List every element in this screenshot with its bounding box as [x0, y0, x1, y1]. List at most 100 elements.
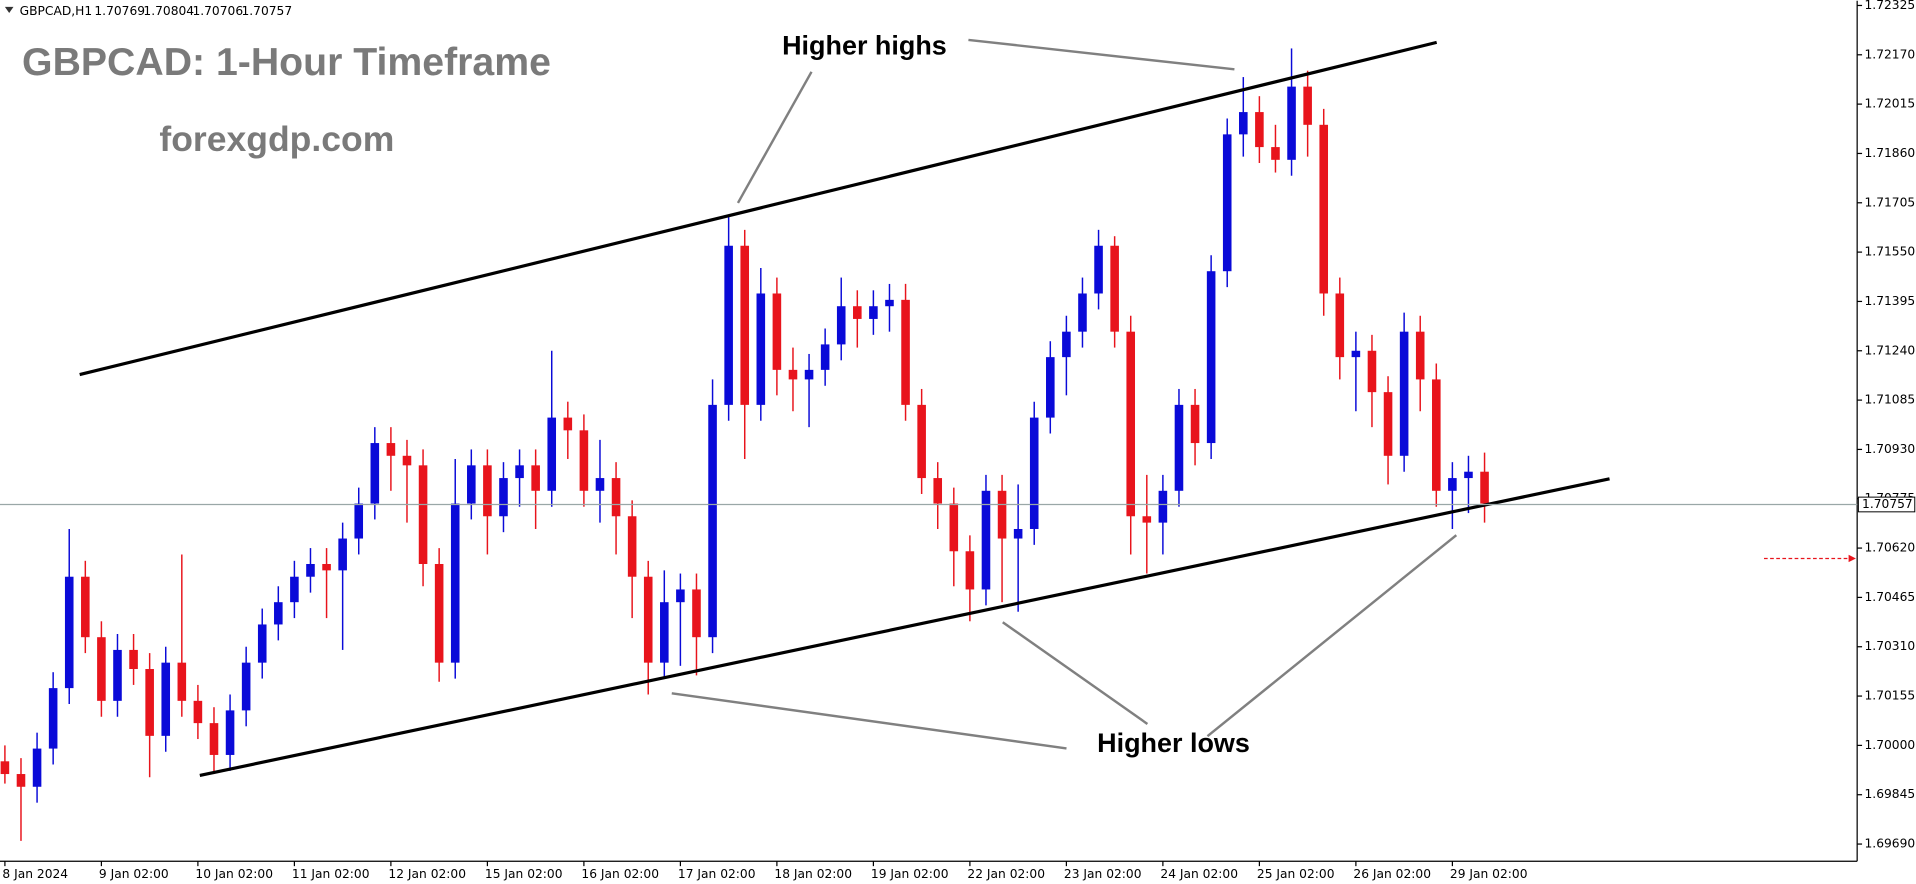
candle-body [1029, 417, 1039, 529]
header-symbol: GBPCAD,H1 [20, 4, 93, 18]
candle-body [772, 293, 782, 370]
candle-body [981, 490, 991, 590]
candle-body [161, 662, 171, 736]
current-price-box [1857, 496, 1916, 513]
y-tick-label: 1.71240 [1865, 343, 1916, 357]
candle-body [1142, 516, 1152, 523]
candle-body [32, 748, 42, 787]
candle-body [1319, 124, 1329, 294]
candle-body [1094, 245, 1103, 294]
candle-body [1351, 350, 1361, 358]
candle-body [643, 576, 653, 663]
candle-body [1303, 86, 1312, 125]
candle-body [595, 478, 605, 491]
candle-body [1432, 379, 1441, 491]
x-tick-label: 10 Jan 02:00 [195, 867, 273, 881]
candle-body [257, 624, 267, 663]
candle-body [145, 669, 154, 736]
pointer [1206, 534, 1458, 738]
marks [0, 48, 1489, 841]
y-tick-label: 1.71395 [1865, 294, 1916, 308]
x-tick-label: 19 Jan 02:00 [871, 867, 949, 881]
candle-body [997, 490, 1007, 539]
candle-body [869, 306, 878, 319]
candle-body [306, 563, 315, 577]
y-tick-label: 1.70000 [1865, 738, 1916, 752]
candle-body [113, 649, 122, 701]
candle-body [949, 503, 959, 552]
chart-title: GBPCAD: 1-Hour Timeframe [22, 40, 551, 84]
candle-body [209, 723, 219, 755]
candle-body [547, 417, 557, 491]
candle-body [885, 299, 894, 307]
candle-body [1464, 471, 1473, 479]
y-tick-label: 1.69690 [1865, 837, 1916, 851]
y-tick-label: 1.69845 [1865, 787, 1916, 801]
y-tick-label: 1.71860 [1865, 146, 1916, 160]
pointer [1002, 621, 1149, 725]
x-tick-label: 12 Jan 02:00 [388, 867, 466, 881]
y-tick-label: 1.71085 [1865, 393, 1916, 407]
candle-body [0, 761, 10, 775]
candle-body [708, 404, 717, 638]
candle-body [1206, 271, 1216, 444]
candle-body [97, 637, 106, 701]
x-tick-label: 9 Jan 02:00 [99, 867, 169, 881]
candle-body [241, 662, 251, 711]
candle-body [81, 576, 90, 638]
candle-body [499, 478, 508, 517]
candle-body [756, 293, 766, 405]
candle-body [418, 465, 428, 564]
candle-body [1239, 112, 1248, 135]
candle-body [740, 245, 750, 405]
candle-body [627, 516, 637, 577]
candle-body [965, 551, 975, 590]
candle-body [177, 662, 187, 701]
candle-body [16, 774, 26, 787]
candle-body [1110, 245, 1119, 332]
x-tick-label: 15 Jan 02:00 [485, 867, 563, 881]
y-tick-label: 1.71550 [1865, 245, 1916, 259]
candle-body [1046, 357, 1055, 418]
candle-body [450, 503, 460, 663]
candle-body [274, 602, 283, 625]
candle-body [193, 700, 203, 724]
header-icon [4, 6, 14, 13]
current-price-label: 1.70757 [1862, 497, 1913, 511]
candle-body [467, 465, 476, 504]
y-tick-label: 1.70465 [1865, 590, 1916, 604]
candle-body [386, 443, 396, 456]
candle-body [917, 404, 926, 479]
pointer [968, 38, 1235, 71]
annotation: Higher highs [782, 30, 947, 60]
x-tick-label: 29 Jan 02:00 [1450, 867, 1528, 881]
candle-body [370, 443, 380, 504]
candle-body [1078, 293, 1087, 332]
candle-body [853, 306, 862, 319]
candle-body [1222, 134, 1232, 272]
y-tick-label: 1.72325 [1865, 0, 1916, 12]
header-close: 1.70757 [241, 4, 292, 18]
candle-body [1158, 490, 1168, 523]
candle-body [1367, 350, 1377, 393]
header-open: 1.70769 [94, 4, 145, 18]
lower-trendline [199, 477, 1610, 777]
candle-body [692, 589, 701, 638]
candle-body [579, 430, 589, 491]
candle-body [901, 299, 910, 405]
candle-body [1062, 331, 1071, 358]
candle-body [225, 710, 235, 755]
x-tick-label: 17 Jan 02:00 [678, 867, 756, 881]
pointer [736, 71, 813, 204]
arrow-head [1848, 554, 1856, 563]
y-tick-label: 1.70155 [1865, 689, 1916, 703]
x-tick-label: 23 Jan 02:00 [1064, 867, 1142, 881]
candle-body [788, 369, 798, 380]
x-tick-label: 8 Jan 2024 [2, 867, 68, 881]
candle-body [1190, 404, 1200, 444]
candle-body [1174, 404, 1184, 491]
candle-body [1448, 478, 1457, 491]
candle-body [1383, 392, 1393, 456]
candle-body [1255, 112, 1264, 148]
